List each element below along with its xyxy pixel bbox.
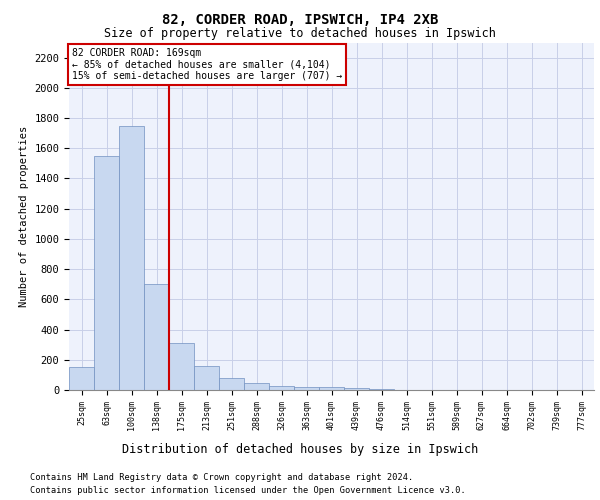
Bar — [119, 126, 144, 390]
Bar — [169, 343, 194, 390]
Bar — [94, 156, 119, 390]
Bar — [69, 368, 94, 390]
Text: Distribution of detached houses by size in Ipswich: Distribution of detached houses by size … — [122, 442, 478, 456]
Bar — [194, 366, 219, 390]
Bar — [294, 387, 319, 390]
Y-axis label: Number of detached properties: Number of detached properties — [19, 126, 29, 307]
Text: Contains public sector information licensed under the Open Government Licence v3: Contains public sector information licen… — [30, 486, 466, 495]
Bar — [269, 386, 294, 390]
Bar — [219, 378, 244, 390]
Bar — [344, 388, 369, 390]
Text: 82, CORDER ROAD, IPSWICH, IP4 2XB: 82, CORDER ROAD, IPSWICH, IP4 2XB — [162, 12, 438, 26]
Text: Size of property relative to detached houses in Ipswich: Size of property relative to detached ho… — [104, 28, 496, 40]
Text: Contains HM Land Registry data © Crown copyright and database right 2024.: Contains HM Land Registry data © Crown c… — [30, 472, 413, 482]
Bar — [244, 383, 269, 390]
Bar — [319, 387, 344, 390]
Bar — [144, 284, 169, 390]
Text: 82 CORDER ROAD: 169sqm
← 85% of detached houses are smaller (4,104)
15% of semi-: 82 CORDER ROAD: 169sqm ← 85% of detached… — [71, 48, 342, 81]
Bar — [369, 389, 394, 390]
